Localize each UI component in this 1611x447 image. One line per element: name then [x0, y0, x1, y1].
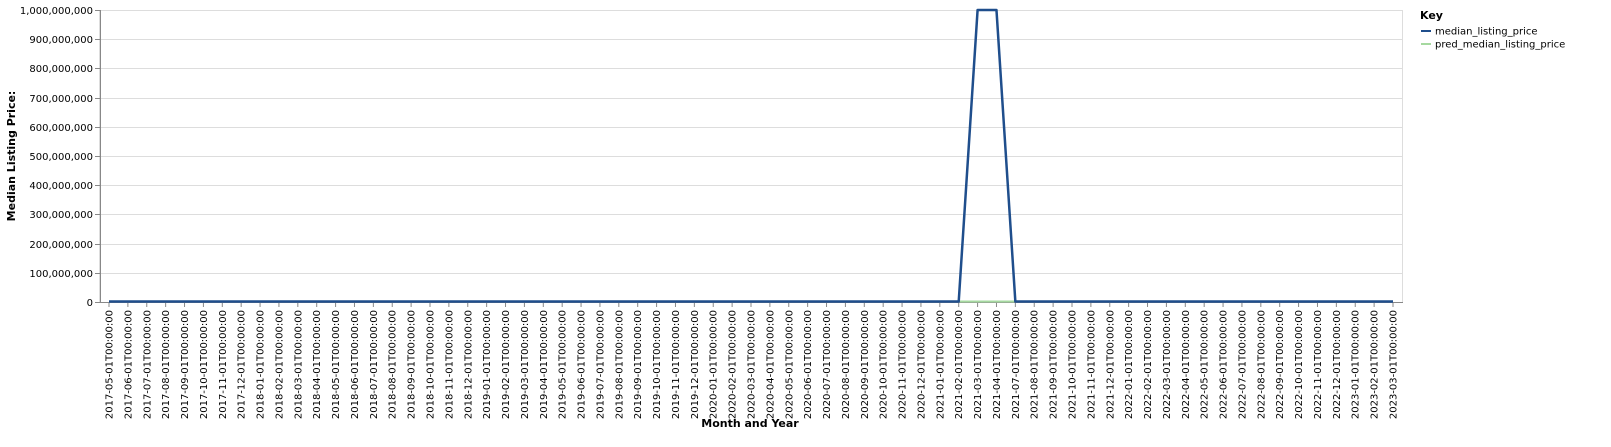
x-tick-label: 2021-07-01T00:00:00 — [1011, 310, 1022, 419]
x-tick-label: 2021-01-01T00:00:00 — [935, 310, 946, 419]
x-tick-label: 2020-09-01T00:00:00 — [860, 310, 871, 419]
x-tick-label: 2022-06-01T00:00:00 — [1219, 310, 1230, 419]
x-tick-label: 2019-07-01T00:00:00 — [595, 310, 606, 419]
x-tick-label: 2023-03-01T00:00:00 — [1389, 310, 1400, 419]
x-tick-label: 2021-03-01T00:00:00 — [973, 310, 984, 419]
x-tick-label: 2023-01-01T00:00:00 — [1351, 310, 1362, 419]
x-tick-label: 2019-05-01T00:00:00 — [558, 310, 569, 419]
x-tick-label: 2018-10-01T00:00:00 — [426, 310, 437, 419]
x-tick-label: 2021-04-01T00:00:00 — [992, 310, 1003, 419]
y-tick-label: 500,000,000 — [29, 152, 93, 163]
x-tick-label: 2019-09-01T00:00:00 — [633, 310, 644, 419]
y-tick-label: 600,000,000 — [29, 123, 93, 134]
x-tick-label: 2022-12-01T00:00:00 — [1332, 310, 1343, 419]
x-tick-label: 2019-01-01T00:00:00 — [482, 310, 493, 419]
x-tick-label: 2018-03-01T00:00:00 — [293, 310, 304, 419]
x-axis: 2017-05-01T00:00:00 2017-06-01T00:00:00 20… — [100, 302, 1403, 419]
x-tick-label: 2017-07-01T00:00:00 — [142, 310, 153, 419]
x-tick-label: 2018-07-01T00:00:00 — [369, 310, 380, 419]
x-tick-label: 2020-08-01T00:00:00 — [841, 310, 852, 419]
y-tick-label: 200,000,000 — [29, 240, 93, 251]
x-tick-label: 2018-08-01T00:00:00 — [388, 310, 399, 419]
x-tick-label: 2017-05-01T00:00:00 — [105, 310, 116, 419]
x-tick-label: 2022-09-01T00:00:00 — [1275, 310, 1286, 419]
x-tick-label: 2020-07-01T00:00:00 — [822, 310, 833, 419]
x-tick-label: 2023-02-01T00:00:00 — [1370, 310, 1381, 419]
x-tick-label: 2021-12-01T00:00:00 — [1105, 310, 1116, 419]
y-tick-label: 800,000,000 — [29, 64, 93, 75]
x-tick-label: 2017-09-01T00:00:00 — [180, 310, 191, 419]
x-tick-label: 2020-03-01T00:00:00 — [747, 310, 758, 419]
x-tick-label: 2022-08-01T00:00:00 — [1256, 310, 1267, 419]
x-tick-label: 2019-03-01T00:00:00 — [520, 310, 531, 419]
x-tick-label: 2017-10-01T00:00:00 — [199, 310, 210, 419]
y-tick-label: 900,000,000 — [29, 35, 93, 46]
x-tick-label: 2018-01-01T00:00:00 — [256, 310, 267, 419]
y-axis-title: Median Listing Price: — [5, 91, 18, 222]
x-tick-label: 2021-10-01T00:00:00 — [1068, 310, 1079, 419]
x-tick-label: 2022-01-01T00:00:00 — [1124, 310, 1135, 419]
x-tick-label: 2019-02-01T00:00:00 — [501, 310, 512, 419]
legend-label: median_listing_price — [1435, 27, 1538, 38]
x-tick-label: 2019-04-01T00:00:00 — [539, 310, 550, 419]
x-tick-label: 2022-07-01T00:00:00 — [1237, 310, 1248, 419]
x-axis-title: Month and Year — [701, 417, 799, 430]
x-tick-label: 2020-06-01T00:00:00 — [803, 310, 814, 419]
x-tick-label: 2019-08-01T00:00:00 — [614, 310, 625, 419]
x-tick-label: 2018-05-01T00:00:00 — [331, 310, 342, 419]
x-tick-label: 2017-06-01T00:00:00 — [123, 310, 134, 419]
x-tick-label: 2022-05-01T00:00:00 — [1200, 310, 1211, 419]
x-tick-label: 2017-12-01T00:00:00 — [237, 310, 248, 419]
legend: Key median_listing_price pred_median_list… — [1420, 9, 1565, 51]
x-tick-label: 2021-08-01T00:00:00 — [1030, 310, 1041, 419]
x-tick-label: 2022-11-01T00:00:00 — [1313, 310, 1324, 419]
x-tick-label: 2022-03-01T00:00:00 — [1162, 310, 1173, 419]
x-tick-label: 2020-05-01T00:00:00 — [784, 310, 795, 419]
x-tick-label: 2017-11-01T00:00:00 — [218, 310, 229, 419]
x-tick-label: 2021-11-01T00:00:00 — [1086, 310, 1097, 419]
x-tick-label: 2018-06-01T00:00:00 — [350, 310, 361, 419]
x-tick-label: 2018-04-01T00:00:00 — [312, 310, 323, 419]
x-tick-label: 2019-06-01T00:00:00 — [577, 310, 588, 419]
x-tick-label: 2021-09-01T00:00:00 — [1049, 310, 1060, 419]
x-tick-label: 2018-09-01T00:00:00 — [407, 310, 418, 419]
gridlines — [100, 10, 1403, 303]
y-tick-label: 1,000,000,000 — [20, 6, 93, 17]
y-tick-label: 300,000,000 — [29, 210, 93, 221]
x-tick-label: 2018-12-01T00:00:00 — [463, 310, 474, 419]
legend-title: Key — [1420, 9, 1443, 22]
y-axis: 0 100,000,000 200,000,000 300,000,000 400,00… — [20, 6, 101, 309]
x-tick-label: 2019-10-01T00:00:00 — [652, 310, 663, 419]
x-tick-label: 2019-12-01T00:00:00 — [690, 310, 701, 419]
x-tick-label: 2017-08-01T00:00:00 — [161, 310, 172, 419]
x-tick-label: 2022-04-01T00:00:00 — [1181, 310, 1192, 419]
x-tick-label: 2020-01-01T00:00:00 — [709, 310, 720, 419]
y-tick-label: 100,000,000 — [29, 269, 93, 280]
x-tick-label: 2020-12-01T00:00:00 — [916, 310, 927, 419]
x-tick-label: 2020-02-01T00:00:00 — [728, 310, 739, 419]
y-tick-label: 400,000,000 — [29, 181, 93, 192]
x-tick-label: 2018-02-01T00:00:00 — [274, 310, 285, 419]
y-tick-label: 0 — [87, 298, 93, 309]
series-line-median-listing-price — [109, 8, 1393, 303]
x-tick-label: 2021-02-01T00:00:00 — [954, 310, 965, 419]
x-tick-label: 2018-11-01T00:00:00 — [444, 310, 455, 419]
series-lines — [109, 8, 1393, 303]
legend-label: pred_median_listing_price — [1435, 40, 1565, 51]
x-tick-label: 2022-10-01T00:00:00 — [1294, 310, 1305, 419]
x-tick-label: 2020-10-01T00:00:00 — [879, 310, 890, 419]
y-tick-label: 700,000,000 — [29, 94, 93, 105]
x-tick-label: 2020-04-01T00:00:00 — [765, 310, 776, 419]
x-tick-label: 2020-11-01T00:00:00 — [898, 310, 909, 419]
x-tick-label: 2019-11-01T00:00:00 — [671, 310, 682, 419]
x-tick-label: 2022-02-01T00:00:00 — [1143, 310, 1154, 419]
